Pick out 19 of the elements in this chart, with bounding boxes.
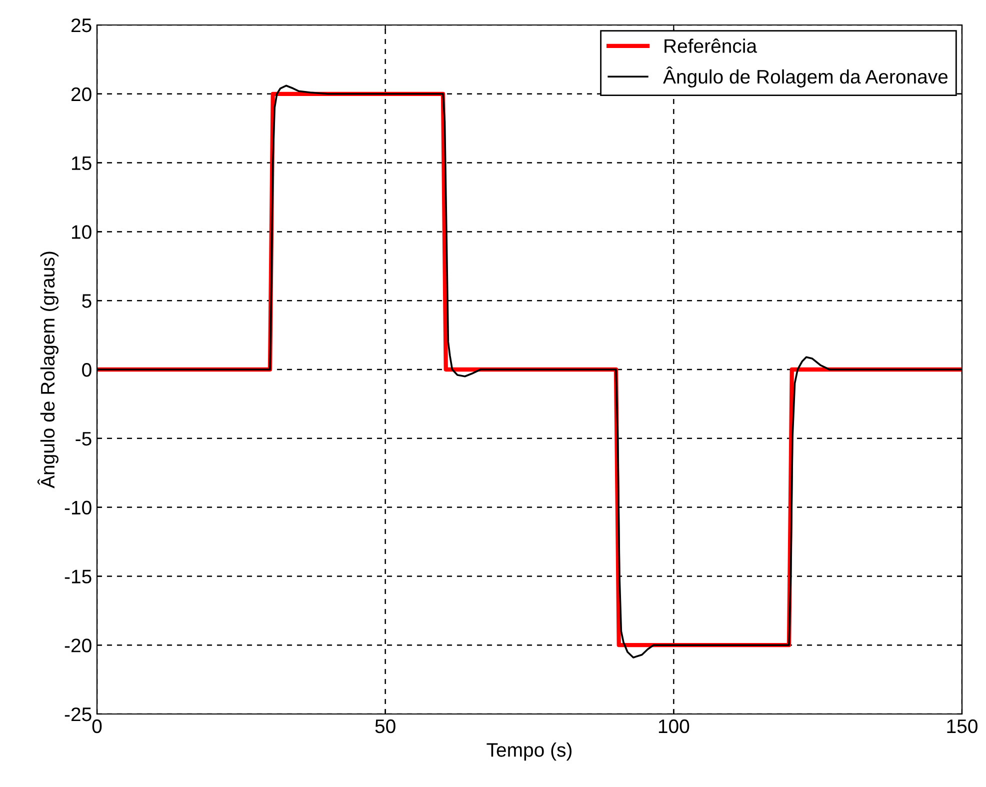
y-axis-title: Ângulo de Rolagem (graus) <box>37 252 58 488</box>
y-tick-label: 10 <box>72 225 92 239</box>
y-tick-label: -25 <box>64 707 92 722</box>
x-tick-label: 0 <box>92 719 102 734</box>
x-tick-label: 150 <box>947 719 978 734</box>
x-tick-label: 100 <box>658 719 690 734</box>
legend-label: Ângulo de Rolagem da Aeronave <box>663 66 948 88</box>
y-tick-label: 25 <box>71 18 92 32</box>
y-tick-label: -10 <box>64 500 92 515</box>
y-tick-label: -5 <box>76 432 92 446</box>
legend-label: Referência <box>664 38 758 53</box>
x-tick-label: 50 <box>375 719 396 734</box>
y-tick-label: 15 <box>72 156 92 170</box>
y-tick-label: -20 <box>64 638 92 652</box>
y-tick-label: 0 <box>82 362 92 377</box>
y-tick-label: 20 <box>71 87 92 102</box>
x-axis-title: Tempo (s) <box>486 742 572 761</box>
y-tick-label: 5 <box>82 294 92 308</box>
y-tick-label: -15 <box>64 570 92 584</box>
